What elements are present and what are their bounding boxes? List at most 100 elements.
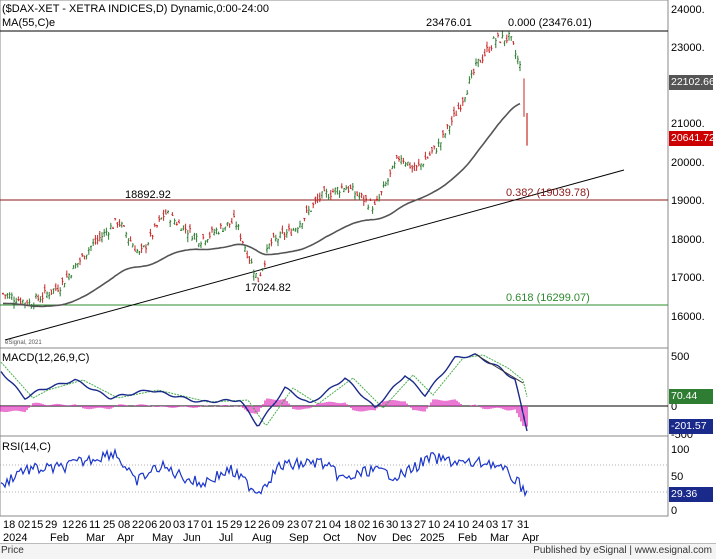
price-bar	[294, 227, 297, 232]
ma-value-box: 22102.66	[669, 75, 715, 90]
price-bar	[142, 245, 145, 248]
price-bar	[323, 185, 326, 192]
price-bar	[70, 274, 73, 279]
price-bar	[389, 169, 392, 178]
time-day-label: 07	[301, 519, 313, 531]
price-bar	[85, 254, 88, 260]
price-bar	[252, 269, 255, 281]
time-month-label: Feb	[50, 532, 69, 544]
price-bar	[193, 232, 196, 240]
time-month-label: Feb	[458, 532, 477, 544]
price-bar	[96, 235, 99, 245]
time-day-label: 06	[145, 519, 157, 531]
price-bar	[301, 223, 304, 230]
price-value-box: 20641.72	[669, 131, 715, 146]
price-bar	[114, 218, 117, 221]
price-axis: 24000. 23000. 22000. 21000. 20000. 19000…	[671, 4, 705, 323]
price-bar	[373, 199, 376, 205]
time-day-label: 16	[372, 519, 384, 531]
price-bar	[393, 161, 396, 169]
time-day-label: 11	[89, 519, 100, 531]
price-bar	[347, 186, 350, 194]
time-day-label: 03	[486, 519, 498, 531]
signal-value-box: -201.57	[669, 419, 713, 434]
price-bar	[239, 233, 242, 242]
price-bar	[233, 209, 235, 218]
price-bar	[470, 69, 473, 79]
time-month-label: Nov	[357, 532, 377, 544]
price-bar	[162, 209, 165, 221]
price-bar	[404, 161, 407, 167]
price-bar	[453, 106, 455, 117]
price-bar	[94, 235, 97, 245]
price-bar	[15, 297, 18, 304]
time-day-label: 03	[173, 519, 185, 531]
high-annotation: 23476.01	[426, 17, 472, 29]
price-bar	[175, 221, 178, 226]
time-day-label: 12	[62, 519, 74, 531]
price-bar	[457, 102, 460, 110]
price-bar	[129, 236, 132, 242]
price-bar	[510, 36, 513, 41]
price-bar	[406, 161, 409, 166]
footer-bar: Price Published by eSignal | www.esignal…	[0, 543, 716, 559]
time-day-label: 20	[159, 519, 171, 531]
price-panel[interactable]	[0, 0, 669, 349]
fib-0-label: 0.000 (23476.01)	[508, 17, 592, 29]
price-bar	[270, 238, 273, 247]
price-bar	[486, 41, 488, 53]
price-bar	[250, 258, 253, 264]
fib-382-label: 0.382 (19039.78)	[506, 187, 590, 199]
price-bar	[318, 192, 321, 203]
macd-panel[interactable]	[0, 347, 669, 437]
price-bar	[387, 178, 389, 186]
price-bar	[329, 189, 332, 201]
macd-value-box: 70.44	[669, 389, 713, 404]
time-day-label: 02	[18, 519, 30, 531]
price-bar	[127, 238, 130, 246]
price-bar	[101, 232, 103, 243]
time-day-label: 04	[329, 519, 341, 531]
price-bar	[426, 156, 429, 159]
time-day-label: 25	[103, 519, 115, 531]
price-bar	[76, 262, 79, 268]
price-bar	[475, 58, 477, 67]
price-bar	[303, 217, 306, 222]
price-bar	[420, 163, 422, 171]
price-bar	[332, 188, 334, 193]
time-month-label: Aug	[252, 532, 272, 544]
time-day-label: 10	[457, 519, 469, 531]
price-bar	[235, 221, 238, 230]
price-bar	[349, 184, 352, 190]
time-day-label: 17	[187, 519, 199, 531]
price-bar	[442, 129, 444, 138]
rsi-panel[interactable]	[0, 435, 669, 517]
price-bar	[356, 191, 359, 197]
time-month-label: Oct	[323, 532, 340, 544]
time-day-label: 22	[132, 519, 144, 531]
price-bar	[259, 272, 262, 277]
price-bar	[200, 241, 202, 249]
price-bar	[334, 187, 337, 195]
price-bar	[358, 192, 361, 201]
time-day-label: 18	[3, 519, 15, 531]
time-day-label: 24	[443, 519, 455, 531]
time-axis[interactable]: 18 02 15 29 12 26 11 25 08 22 06 20 03 17 01 15 29 12 26 09…	[0, 515, 668, 544]
price-bar	[417, 158, 420, 167]
price-bar	[103, 228, 106, 237]
price-bar	[464, 97, 466, 103]
price-bar	[288, 223, 290, 232]
trend-line[interactable]	[4, 169, 625, 341]
price-bar	[400, 155, 403, 165]
price-bar	[213, 228, 216, 236]
publisher-credit: Published by eSignal | www.esignal.com	[533, 545, 712, 556]
price-bar	[279, 231, 282, 239]
time-month-label: Dec	[392, 532, 412, 544]
price-bar	[448, 125, 451, 135]
price-bar	[109, 222, 112, 230]
price-bar	[314, 196, 317, 205]
price-bar	[184, 223, 187, 234]
price-bar	[244, 245, 246, 252]
price-bar	[351, 182, 354, 191]
